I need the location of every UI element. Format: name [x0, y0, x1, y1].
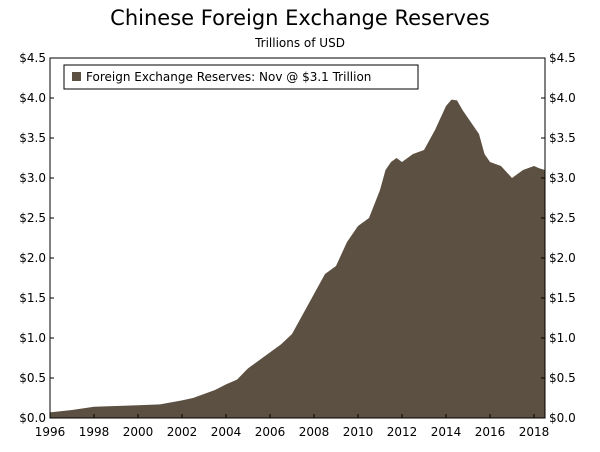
x-tick-label: 2008: [299, 425, 330, 439]
chart-title: Chinese Foreign Exchange Reserves: [110, 6, 490, 30]
x-tick-label: 1996: [35, 425, 66, 439]
x-tick-label: 2014: [431, 425, 462, 439]
legend-swatch: [72, 72, 81, 81]
y-tick-label-left: $2.0: [19, 251, 46, 265]
x-tick-label: 2002: [167, 425, 198, 439]
y-tick-label-left: $3.0: [19, 171, 46, 185]
x-tick-label: 2004: [211, 425, 242, 439]
y-tick-label-right: $1.0: [549, 331, 576, 345]
y-tick-label-left: $4.0: [19, 91, 46, 105]
legend-box: [63, 64, 419, 90]
x-tick-label: 2012: [387, 425, 418, 439]
legend: Foreign Exchange Reserves: Nov @ $3.1 Tr…: [63, 64, 419, 90]
x-tick-label: 1998: [79, 425, 110, 439]
y-tick-label-right: $2.5: [549, 211, 576, 225]
x-tick-label: 2016: [475, 425, 506, 439]
y-tick-label-left: $4.5: [19, 51, 46, 65]
y-tick-label-right: $4.5: [549, 51, 576, 65]
y-tick-label-right: $3.0: [549, 171, 576, 185]
y-tick-label-right: $0.0: [549, 411, 576, 425]
y-tick-label-right: $0.5: [549, 371, 576, 385]
y-tick-label-left: $1.0: [19, 331, 46, 345]
y-tick-label-left: $0.5: [19, 371, 46, 385]
x-tick-label: 2010: [343, 425, 374, 439]
y-tick-label-right: $3.5: [549, 131, 576, 145]
x-tick-label: 2006: [255, 425, 286, 439]
y-tick-label-left: $3.5: [19, 131, 46, 145]
plot-frame: [49, 57, 546, 419]
x-tick-label: 2018: [519, 425, 550, 439]
y-tick-label-right: $1.5: [549, 291, 576, 305]
y-tick-label-left: $0.0: [19, 411, 46, 425]
x-tick-label: 2000: [123, 425, 154, 439]
legend-label: Foreign Exchange Reserves: Nov @ $3.1 Tr…: [86, 70, 371, 84]
y-tick-label-left: $1.5: [19, 291, 46, 305]
y-tick-label-right: $2.0: [549, 251, 576, 265]
reserves-area: [50, 99, 545, 418]
y-tick-label-right: $4.0: [549, 91, 576, 105]
chart-subtitle: Trillions of USD: [255, 36, 345, 50]
y-tick-label-left: $2.5: [19, 211, 46, 225]
